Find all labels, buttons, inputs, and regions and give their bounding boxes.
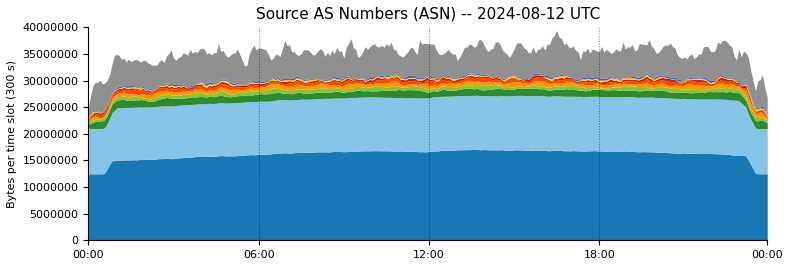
Title: Source AS Numbers (ASN) -- 2024-08-12 UTC: Source AS Numbers (ASN) -- 2024-08-12 UT… — [256, 7, 600, 22]
Y-axis label: Bytes per time slot (300 s): Bytes per time slot (300 s) — [7, 60, 17, 208]
